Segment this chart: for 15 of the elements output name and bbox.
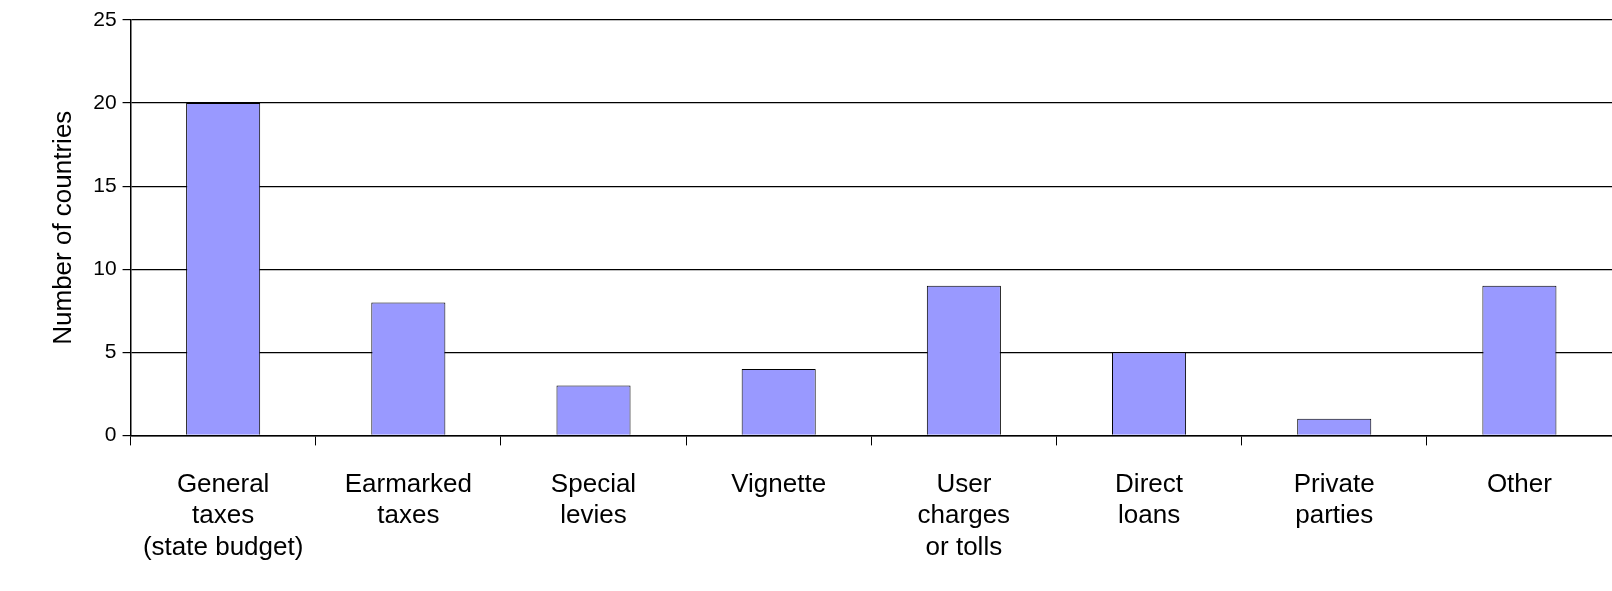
- y-tick-label: 15: [93, 172, 117, 196]
- x-tick-label: Special levies: [550, 468, 637, 530]
- y-tick-label: 20: [93, 89, 117, 113]
- x-tick-label: User charges or tolls: [917, 468, 1011, 561]
- x-tick-label: Other: [1486, 468, 1553, 499]
- x-tick-label: Earmarked taxes: [344, 468, 472, 530]
- x-tick-label: Vignette: [731, 468, 827, 499]
- y-axis-title: Number of countries: [46, 110, 77, 345]
- x-tick-label: General taxes (state budget): [142, 468, 304, 561]
- y-tick-label: 0: [104, 422, 117, 446]
- y-tick-label: 5: [104, 339, 117, 363]
- x-tick-label: Direct loans: [1115, 468, 1184, 530]
- y-tick-label: 10: [93, 256, 117, 280]
- x-tick-label: Private parties: [1293, 468, 1375, 530]
- y-tick-label: 25: [93, 6, 117, 30]
